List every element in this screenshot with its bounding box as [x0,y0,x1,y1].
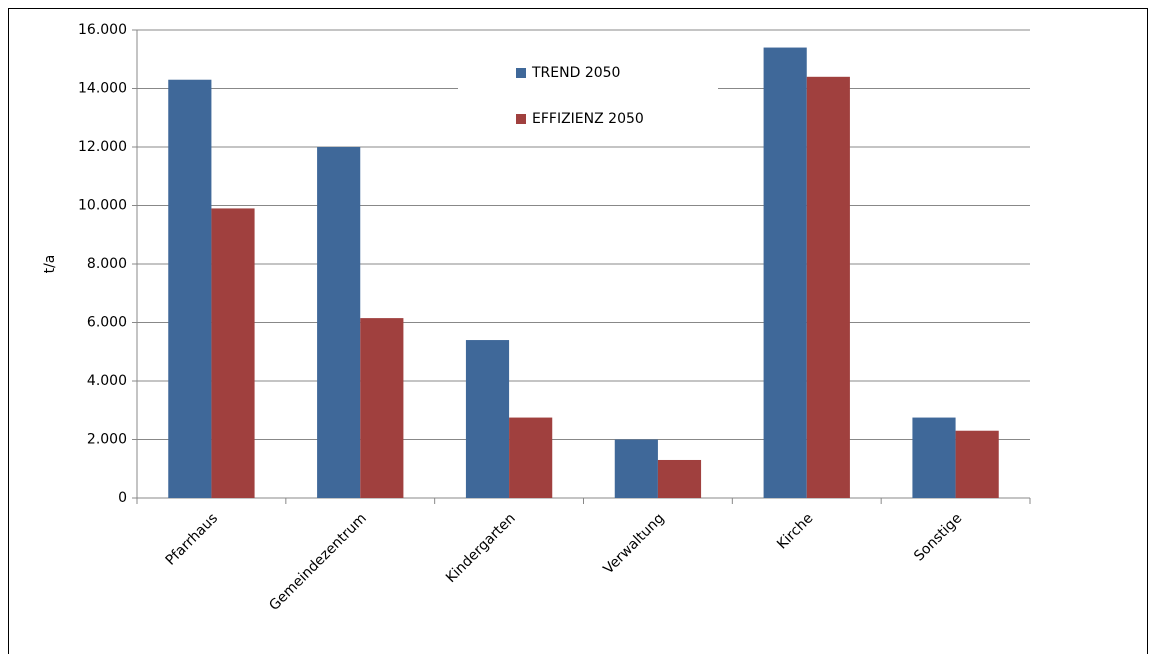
x-tick-label: Kirche [774,510,816,552]
legend-label: EFFIZIENZ 2050 [532,111,644,127]
y-axis-label: t/a [42,255,58,274]
y-tick-label: 0 [118,490,127,506]
bar [614,439,658,498]
frame [8,8,1148,654]
y-tick-label: 12.000 [78,139,127,155]
y-tick-label: 2.000 [87,432,127,448]
legend-swatch [516,68,526,78]
bar [465,340,510,498]
y-tick-label: 14.000 [78,81,127,97]
x-tick-label: Verwaltung [600,510,667,577]
bar [360,318,404,498]
bar [763,47,807,499]
bar [211,208,255,499]
x-tick-label: Kindergarten [443,510,519,586]
bar [657,459,702,498]
y-tick-label: 4.000 [87,373,127,389]
legend-box [458,55,718,141]
y-tick-label: 6.000 [87,315,127,331]
x-tick-label: Gemeindezentrum [266,510,370,614]
bar [912,417,956,498]
y-tick-label: 16.000 [78,22,127,38]
bar [317,147,361,498]
legend-label: TREND 2050 [531,65,620,81]
bar [955,430,999,498]
y-tick-label: 8.000 [87,256,127,272]
legend-swatch [516,114,526,124]
bar [168,79,212,498]
y-tick-label: 10.000 [78,198,127,214]
bar [806,76,850,499]
bar [509,417,553,498]
x-tick-label: Pfarrhaus [163,510,221,568]
x-tick-label: Sonstige [911,510,965,564]
